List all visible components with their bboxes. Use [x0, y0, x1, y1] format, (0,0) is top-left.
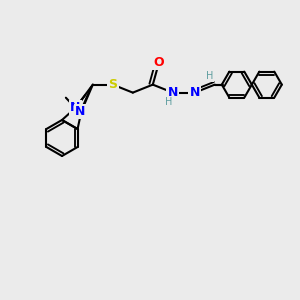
Text: N: N: [70, 101, 81, 115]
Text: H: H: [165, 97, 172, 106]
Text: H: H: [206, 70, 214, 81]
Text: S: S: [108, 78, 117, 91]
Text: N: N: [190, 86, 200, 99]
Text: O: O: [154, 56, 164, 69]
Text: N: N: [168, 86, 178, 99]
Text: N: N: [75, 105, 86, 118]
